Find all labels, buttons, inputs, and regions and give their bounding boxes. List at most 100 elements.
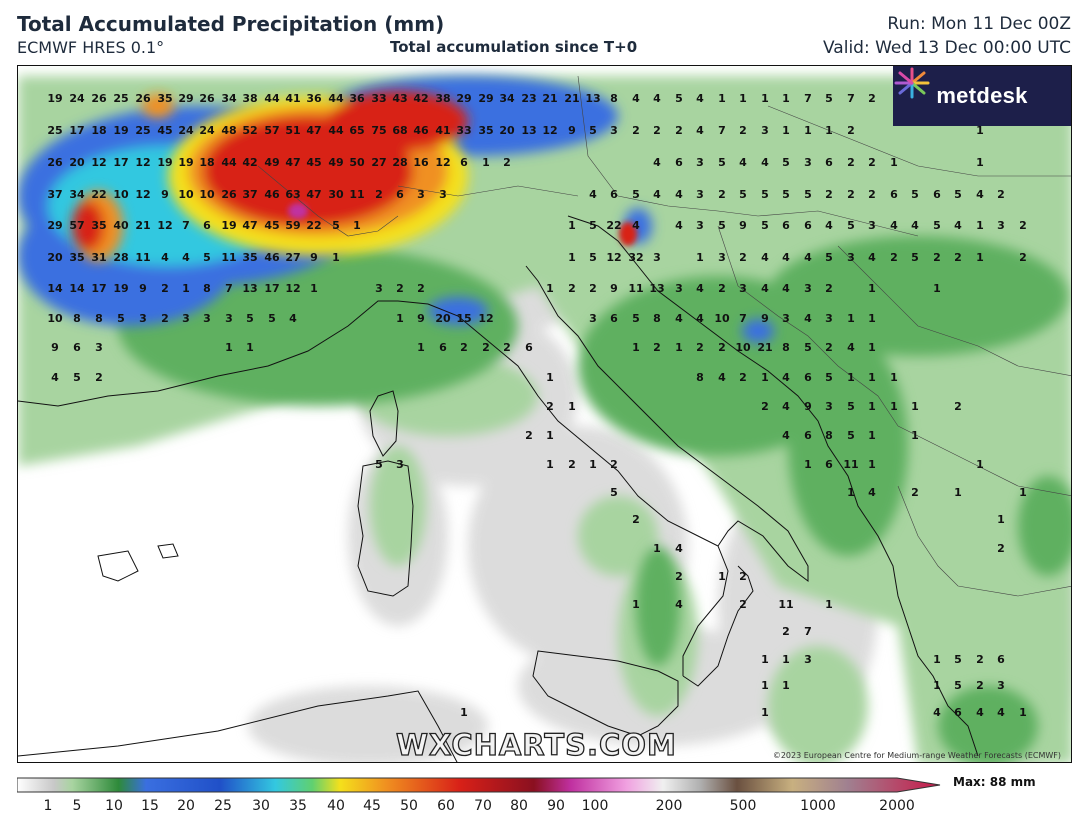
precip-value-label: 2: [568, 282, 576, 295]
precip-value-label: 4: [761, 282, 769, 295]
precip-value-label: 3: [139, 312, 147, 325]
precip-value-label: 9: [761, 312, 769, 325]
precip-value-label: 5: [761, 219, 769, 232]
precip-value-label: 3: [761, 124, 769, 137]
precip-value-label: 2: [161, 282, 169, 295]
precip-value-label: 12: [91, 156, 106, 169]
colorbar-tick-label: 30: [252, 798, 270, 814]
precip-value-label: 8: [73, 312, 81, 325]
precip-value-label: 1: [568, 219, 576, 232]
precip-value-label: 50: [349, 156, 365, 169]
precip-value-label: 1: [632, 341, 640, 354]
precip-value-label: 42: [242, 156, 257, 169]
precip-value-label: 17: [264, 282, 279, 295]
colorbar: [17, 777, 941, 793]
colorbar-tick-label: 200: [655, 798, 683, 814]
precip-value-label: 3: [718, 251, 726, 264]
precip-value-label: 5: [675, 92, 683, 105]
precip-value-label: 1: [589, 458, 597, 471]
precip-value-label: 2: [1019, 219, 1027, 232]
precip-value-label: 8: [782, 341, 790, 354]
precip-value-label: 44: [264, 92, 280, 105]
precip-value-label: 57: [264, 124, 279, 137]
precip-value-label: 4: [696, 92, 704, 105]
precip-value-label: 5: [847, 219, 855, 232]
precip-value-label: 2: [396, 282, 404, 295]
precip-value-label: 1: [546, 429, 554, 442]
precip-value-label: 1: [868, 341, 876, 354]
precip-value-label: 12: [435, 156, 450, 169]
precip-value-label: 1: [417, 341, 425, 354]
precip-value-label: 34: [221, 92, 237, 105]
precip-value-label: 12: [135, 156, 150, 169]
burst-icon: [894, 67, 930, 99]
precip-value-label: 2: [482, 341, 490, 354]
precip-value-label: 9: [568, 124, 576, 137]
precip-value-label: 4: [804, 312, 812, 325]
precip-value-label: 6: [804, 429, 812, 442]
precip-value-label: 7: [804, 625, 812, 638]
precip-value-label: 2: [890, 251, 898, 264]
precip-value-label: 4: [51, 371, 59, 384]
precip-value-label: 28: [392, 156, 407, 169]
precip-value-label: 1: [933, 653, 941, 666]
precip-value-label: 2: [825, 341, 833, 354]
precip-value-label: 36: [349, 92, 365, 105]
borders: [257, 75, 1071, 597]
precip-value-label: 6: [396, 188, 404, 201]
precip-value-label: 2: [1019, 251, 1027, 264]
precip-value-label: 1: [739, 92, 747, 105]
precip-value-label: 30: [328, 188, 344, 201]
precip-value-label: 2: [375, 188, 383, 201]
precip-value-label: 1: [718, 570, 726, 583]
precip-value-label: 2: [868, 188, 876, 201]
precip-value-label: 5: [954, 188, 962, 201]
precip-value-label: 1: [868, 371, 876, 384]
precip-value-label: 5: [804, 188, 812, 201]
precip-value-label: 12: [478, 312, 493, 325]
precip-value-label: 11: [628, 282, 643, 295]
precip-value-label: 1: [782, 653, 790, 666]
colorbar-tick-label: 20: [177, 798, 195, 814]
precip-value-label: 3: [868, 219, 876, 232]
precip-value-label: 2: [95, 371, 103, 384]
metdesk-logo[interactable]: metdesk: [893, 66, 1071, 126]
precip-value-label: 3: [203, 312, 211, 325]
precip-value-label: 9: [310, 251, 318, 264]
precip-value-label: 5: [782, 188, 790, 201]
precip-value-label: 19: [47, 92, 62, 105]
precip-value-label: 12: [157, 219, 172, 232]
precip-value-label: 1: [868, 282, 876, 295]
model-label: ECMWF HRES 0.1°: [17, 38, 165, 57]
precip-value-label: 5: [117, 312, 125, 325]
precip-value-label: 9: [417, 312, 425, 325]
precip-value-label: 4: [696, 312, 704, 325]
precip-value-label: 38: [435, 92, 450, 105]
precip-value-label: 15: [456, 312, 471, 325]
copyright-text: ©2023 European Centre for Medium-range W…: [772, 751, 1061, 760]
precip-value-label: 44: [328, 124, 344, 137]
precip-value-label: 6: [825, 156, 833, 169]
precip-value-label: 4: [911, 219, 919, 232]
precip-value-label: 5: [268, 312, 276, 325]
precip-value-label: 5: [847, 429, 855, 442]
precip-value-label: 26: [91, 92, 107, 105]
precip-value-label: 14: [47, 282, 63, 295]
precip-value-label: 25: [135, 124, 150, 137]
valid-label: Valid: Wed 13 Dec 00:00 UTC: [823, 38, 1071, 58]
precip-value-label: 34: [499, 92, 515, 105]
precip-value-label: 2: [632, 513, 640, 526]
colorbar-tick-label: 70: [474, 798, 492, 814]
precip-value-label: 10: [714, 312, 730, 325]
precip-value-label: 4: [632, 219, 640, 232]
precipitation-map[interactable]: 19 24 26 25 26 35 29 26 34 38 44 41 36 44 36 33 43 42 38 29…: [17, 65, 1072, 763]
precip-value-label: 1: [782, 124, 790, 137]
precip-value-label: 2: [417, 282, 425, 295]
precip-value-label: 7: [847, 92, 855, 105]
precip-value-label: 46: [264, 188, 280, 201]
precip-value-label: 2: [546, 400, 554, 413]
precip-value-label: 12: [606, 251, 621, 264]
precip-value-label: 4: [825, 219, 833, 232]
precip-value-label: 1: [1019, 486, 1027, 499]
precip-value-label: 9: [51, 341, 59, 354]
